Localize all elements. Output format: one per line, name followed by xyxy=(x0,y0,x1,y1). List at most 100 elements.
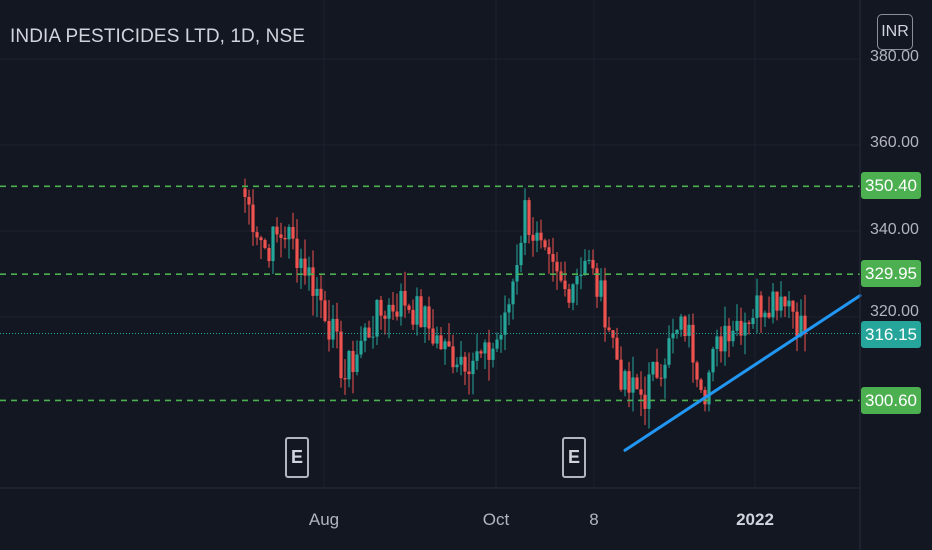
candle-body xyxy=(691,324,695,363)
candle-body xyxy=(575,276,579,285)
candle-body xyxy=(371,336,375,338)
candle-body xyxy=(619,359,623,390)
candle-body xyxy=(363,327,367,341)
candle-body xyxy=(323,300,327,321)
candle-body xyxy=(319,288,323,301)
trend-line-layer[interactable] xyxy=(623,294,862,452)
candle-body xyxy=(243,188,247,197)
price-level-lines xyxy=(0,185,860,402)
candle-body xyxy=(587,259,591,261)
candle-body xyxy=(499,334,503,340)
candle-body xyxy=(315,288,319,296)
candle-body xyxy=(259,237,263,241)
candle-body xyxy=(351,350,355,373)
candle-body xyxy=(367,327,371,338)
candle-body xyxy=(483,342,487,354)
candle-body xyxy=(551,254,555,262)
candle-body xyxy=(251,204,255,233)
candle-body xyxy=(331,318,335,340)
candle-body xyxy=(547,247,551,255)
candle-body xyxy=(355,354,359,373)
candle-body xyxy=(271,226,275,262)
candle-body xyxy=(583,260,587,275)
candle-body xyxy=(359,340,363,355)
candle-body xyxy=(511,281,515,305)
candle-body xyxy=(615,337,619,360)
candle-body xyxy=(407,305,411,310)
candle-body xyxy=(527,200,531,235)
candle-body xyxy=(343,378,347,380)
candle-body xyxy=(699,379,703,390)
candle-body xyxy=(543,240,547,248)
currency-badge[interactable]: INR xyxy=(877,14,913,50)
candle-body xyxy=(263,240,267,248)
candle-body xyxy=(287,226,291,240)
candle-body xyxy=(595,268,599,297)
candle-body xyxy=(275,226,279,235)
candle-body xyxy=(375,299,379,337)
candle-body xyxy=(799,315,803,337)
candle-body xyxy=(299,258,303,269)
candle-body xyxy=(663,364,667,379)
candle-body xyxy=(439,335,443,350)
candle-body xyxy=(679,316,683,330)
candle-body xyxy=(723,325,727,352)
candle-body xyxy=(463,356,467,372)
candle-body xyxy=(403,290,407,306)
candle-body xyxy=(739,320,743,336)
candle-body xyxy=(471,360,475,375)
candle-body xyxy=(795,311,799,337)
candle-body xyxy=(523,200,527,243)
y-tick-label: 320.00 xyxy=(870,303,919,320)
candle-body xyxy=(559,271,563,281)
candle-body xyxy=(479,351,483,354)
x-tick-label: 8 xyxy=(589,510,599,529)
candle-body xyxy=(487,342,491,360)
earnings-marker[interactable]: E xyxy=(562,437,586,478)
candle-body xyxy=(751,318,755,324)
candle-body xyxy=(283,237,287,240)
candle-body xyxy=(303,258,307,276)
candle-body xyxy=(451,346,455,368)
candle-body xyxy=(295,238,299,269)
candle-body xyxy=(599,280,603,297)
candle-body xyxy=(327,320,331,340)
candle-body xyxy=(767,312,771,318)
candle-body xyxy=(339,331,343,379)
candle-body xyxy=(571,284,575,303)
candle-body xyxy=(247,196,251,205)
candle-body xyxy=(447,341,451,347)
candle-body xyxy=(539,232,543,241)
candle-body xyxy=(419,296,423,328)
candle-body xyxy=(531,234,535,241)
candle-body xyxy=(803,315,807,335)
x-tick-label: Aug xyxy=(308,510,340,529)
candle-body xyxy=(519,242,523,266)
candle-body xyxy=(563,280,567,290)
candle-body xyxy=(459,356,463,365)
last-price-label: 316.15 xyxy=(861,321,921,348)
candle-body xyxy=(435,335,439,344)
candle-body xyxy=(683,316,687,337)
candle-body xyxy=(603,280,607,328)
candle-body xyxy=(411,309,415,325)
candle-body xyxy=(643,394,647,409)
candle-body xyxy=(731,330,735,342)
candle-body xyxy=(707,372,711,405)
level-price-label: 329.95 xyxy=(861,260,921,287)
candle-body xyxy=(631,377,635,393)
candle-body xyxy=(455,364,459,368)
candle-body xyxy=(255,232,259,238)
candle-body xyxy=(627,371,631,393)
x-tick-label: 2022 xyxy=(736,510,774,529)
candle-body xyxy=(783,296,787,307)
trend-line[interactable] xyxy=(623,294,862,452)
candle-body xyxy=(391,304,395,312)
earnings-marker[interactable]: E xyxy=(285,437,309,478)
level-price-label: 350.40 xyxy=(861,172,921,199)
candle-body xyxy=(491,348,495,360)
candle-body xyxy=(347,350,351,380)
candle-body xyxy=(395,311,399,317)
candle-body xyxy=(415,296,419,325)
